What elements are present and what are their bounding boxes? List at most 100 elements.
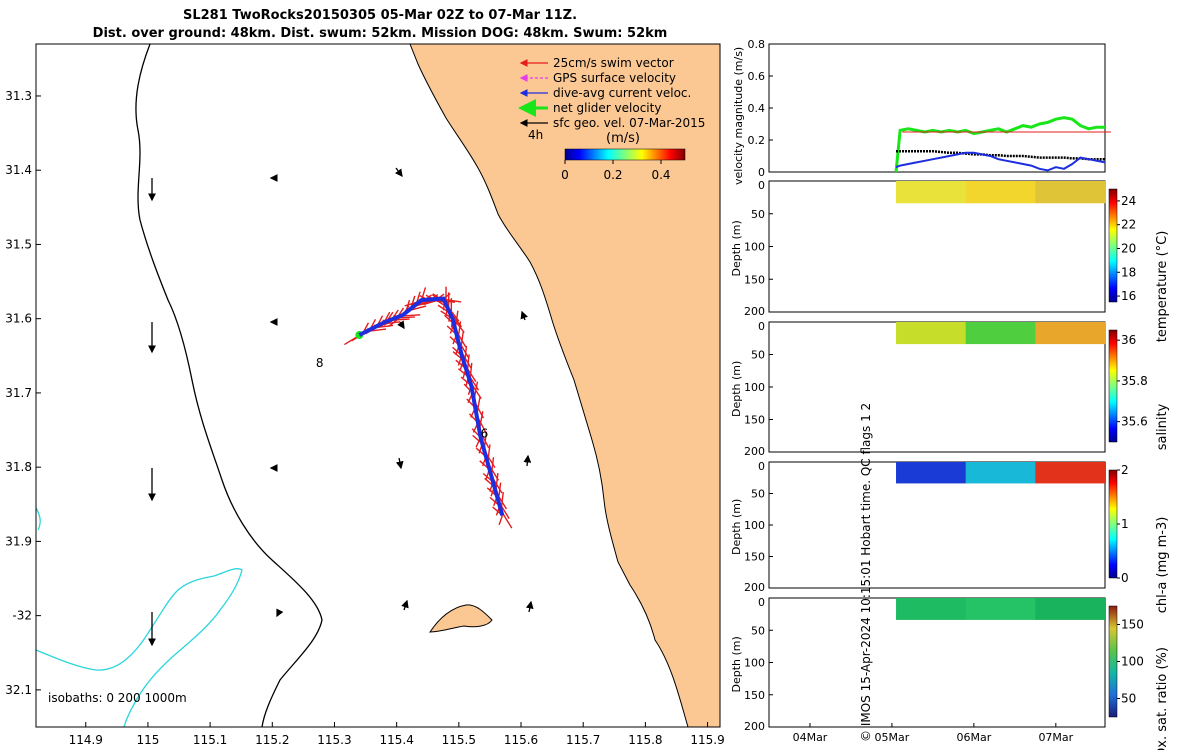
geo-velocity-arrow [276, 608, 284, 618]
footer-credit: © IMOS 15-Apr-2024 10:15:01 Hobart time.… [858, 402, 873, 742]
map-xtick-label: 115.8 [628, 733, 662, 747]
colorbar-tick-label: 18 [1121, 265, 1136, 279]
map-ytick-label: 31.3 [5, 89, 32, 103]
map-xtick-label: 115.1 [193, 733, 227, 747]
colorbar-tick-label: 50 [1121, 692, 1136, 706]
isobath-label: isobaths: 0 200 1000m [48, 691, 187, 705]
colorbar-tick-label: 22 [1121, 218, 1136, 232]
colorbar-tick-label: 35.8 [1121, 374, 1148, 388]
geo-velocity-arrow [523, 454, 532, 467]
geo-velocity-arrow [394, 167, 403, 178]
depth-tick-label: 0 [758, 596, 765, 609]
colorbar-tick-label: 16 [1121, 289, 1136, 303]
profile-colorbar [1108, 605, 1118, 718]
swim-vector [420, 287, 427, 301]
colorbar-tick-label: 35.6 [1121, 415, 1148, 429]
legend-label: net glider velocity [553, 101, 661, 115]
velocity-series-line [896, 149, 1105, 161]
map-colorbar [564, 148, 686, 161]
time-tick-label: 05Mar [875, 731, 910, 744]
map-xtick-label: 114.9 [69, 733, 103, 747]
geo-velocity-arrow [395, 457, 404, 470]
time-tick-label: 04Mar [793, 731, 828, 744]
profile-data-band [965, 181, 1037, 204]
colorbar-tick-label: 0 [1121, 571, 1129, 585]
profile-data-band [1035, 181, 1106, 204]
depth-axis-label: Depth (m) [730, 636, 743, 692]
profile-data-band [896, 462, 967, 484]
colorbar-tick-label: 0 [561, 168, 569, 182]
depth-tick-label: 150 [744, 273, 765, 286]
land-mass [409, 43, 721, 728]
velocity-series-line [895, 151, 1106, 172]
geo-velocity-arrow [401, 599, 409, 611]
profile-data-band [965, 598, 1037, 620]
velocity-panel: 0 0.2 0.4 0.6 0.8 velocity magnitude (m/s) [732, 38, 1111, 185]
map-xtick-label: 115.5 [442, 733, 476, 747]
depth-tick-label: 0 [758, 320, 765, 333]
profile-panel-chl: 0 50 100 150 200 Depth (m) 0 1 2 chl-a (mg m-3) [730, 460, 1170, 613]
map-xtick-label: 115.2 [255, 733, 289, 747]
depth-tick-label: 200 [744, 581, 765, 594]
chart-title-line1: SL281 TwoRocks20150305 05-Mar 02Z to 07-… [182, 8, 578, 23]
depth-tick-label: 50 [751, 208, 765, 221]
velocity-ytick-label: 0 [758, 166, 765, 179]
colorbar-tick-label: 36 [1121, 333, 1136, 347]
map-ytick-label: -32 [12, 609, 32, 623]
profile-panel-sal: 0 50 100 150 200 Depth (m) 35.6 35.8 36 salinity [730, 320, 1170, 458]
geo-velocity-arrow [525, 600, 534, 613]
map-ytick-label: 31.4 [5, 163, 32, 177]
time-tick-label: 06Mar [956, 731, 991, 744]
depth-tick-label: 150 [744, 414, 765, 427]
profile-data-band [1035, 462, 1106, 484]
velocity-ytick-label: 0.4 [748, 102, 766, 115]
colorbar-label: Ox. sat. ratio (%) [1155, 647, 1170, 750]
depth-tick-label: 200 [744, 445, 765, 458]
colorbar-tick-label: 150 [1121, 618, 1144, 632]
profile-data-band [1035, 598, 1106, 620]
glider-track [358, 296, 505, 516]
legend-label: 25cm/s swim vector [553, 56, 674, 70]
map-xtick-label: 115 [136, 733, 159, 747]
colorbar-label: temperature (°C) [1155, 231, 1170, 343]
depth-tick-label: 150 [744, 551, 765, 564]
velocity-ylabel: velocity magnitude (m/s) [732, 47, 745, 185]
depth-tick-label: 200 [744, 305, 765, 318]
velocity-ytick-label: 0.2 [748, 134, 766, 147]
profile-panel-temp: 0 50 100 150 200 Depth (m) 16 18 20 22 24 temperatu… [730, 179, 1170, 342]
chart-title-line2: Dist. over ground: 48km. Dist. swum: 52k… [92, 26, 668, 41]
velocity-ytick-label: 0.8 [748, 38, 766, 51]
profile-data-band [896, 598, 967, 620]
isobath-1000 [35, 568, 243, 728]
map-panel: 114.9 115 115.1 115.2 115.3 115.4 115.5 115.6 11… [5, 43, 725, 747]
colorbar-label: chl-a (mg m-3) [1155, 517, 1170, 614]
map-ytick-label: 31.6 [5, 312, 32, 326]
depth-axis-label: Depth (m) [730, 499, 743, 555]
colorbar-tick-label: 20 [1121, 241, 1136, 255]
island [429, 604, 493, 633]
legend-label: dive-avg current veloc. [553, 86, 691, 100]
profile-colorbar [1108, 469, 1118, 579]
profile-data-band [896, 181, 967, 204]
map-xtick-label: 115.7 [566, 733, 600, 747]
time-scale-label: 4h [528, 128, 543, 142]
depth-tick-label: 150 [744, 689, 765, 702]
depth-tick-label: 0 [758, 460, 765, 473]
swim-vector [498, 515, 504, 526]
geo-velocity-arrow [520, 310, 528, 321]
depth-tick-label: 50 [751, 624, 765, 637]
depth-tick-label: 100 [744, 519, 765, 532]
depth-axis-label: Depth (m) [730, 220, 743, 276]
colorbar-tick-label: 0.4 [651, 168, 670, 182]
velocity-series-line [894, 116, 1105, 173]
map-xtick-label: 115.6 [504, 733, 538, 747]
time-tick-label: 07Mar [1038, 731, 1073, 744]
map-ytick-label: 31.5 [5, 237, 32, 251]
depth-tick-label: 200 [744, 720, 765, 733]
geo-velocity-arrow [397, 320, 405, 330]
map-xtick-label: 115.9 [690, 733, 724, 747]
colorbar-title: (m/s) [606, 131, 640, 146]
map-ytick-label: 31.7 [5, 386, 32, 400]
